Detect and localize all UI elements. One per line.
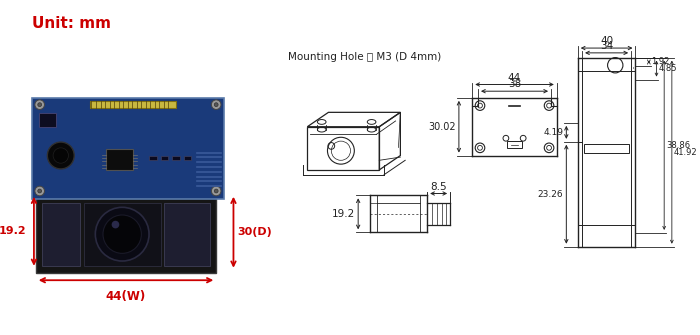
Bar [41,203,80,266]
Circle shape [38,103,41,107]
Text: 44(W): 44(W) [106,290,146,303]
Circle shape [48,142,74,169]
Circle shape [103,215,141,253]
Text: 30(D): 30(D) [237,227,272,237]
Bar [106,149,133,170]
Circle shape [211,100,221,110]
Text: 19.2: 19.2 [332,209,356,219]
Bar [36,194,216,273]
Text: 23.26: 23.26 [538,190,564,199]
Circle shape [211,186,221,196]
Bar [32,98,224,199]
Circle shape [35,186,45,196]
Circle shape [95,207,149,261]
Circle shape [214,103,218,107]
Text: 30.02: 30.02 [428,122,456,132]
Text: 38: 38 [508,79,522,89]
Text: 41.92: 41.92 [674,148,697,157]
Text: Unit: mm: Unit: mm [32,16,111,31]
Bar [172,155,180,160]
Bar [90,101,176,108]
Circle shape [111,221,119,228]
Text: 34: 34 [600,41,613,51]
Text: 1.92: 1.92 [651,58,669,66]
Text: 44: 44 [508,73,522,82]
Bar [160,155,168,160]
Text: 8.5: 8.5 [430,182,447,192]
Text: 19.2: 19.2 [0,226,27,236]
Circle shape [38,189,41,193]
Text: 38.86: 38.86 [666,141,690,150]
Text: 4.19: 4.19 [543,128,564,137]
Circle shape [35,100,45,110]
Bar [38,113,56,127]
Bar [164,203,211,266]
Text: Mounting Hole ： M3 (D 4mm): Mounting Hole ： M3 (D 4mm) [288,52,442,62]
Bar [84,203,160,266]
Bar [183,155,191,160]
Text: 40: 40 [600,36,613,46]
Bar [507,141,522,148]
Text: 4.85: 4.85 [659,64,677,73]
Bar [149,155,157,160]
Circle shape [214,189,218,193]
Bar [584,144,629,153]
Circle shape [53,148,69,163]
